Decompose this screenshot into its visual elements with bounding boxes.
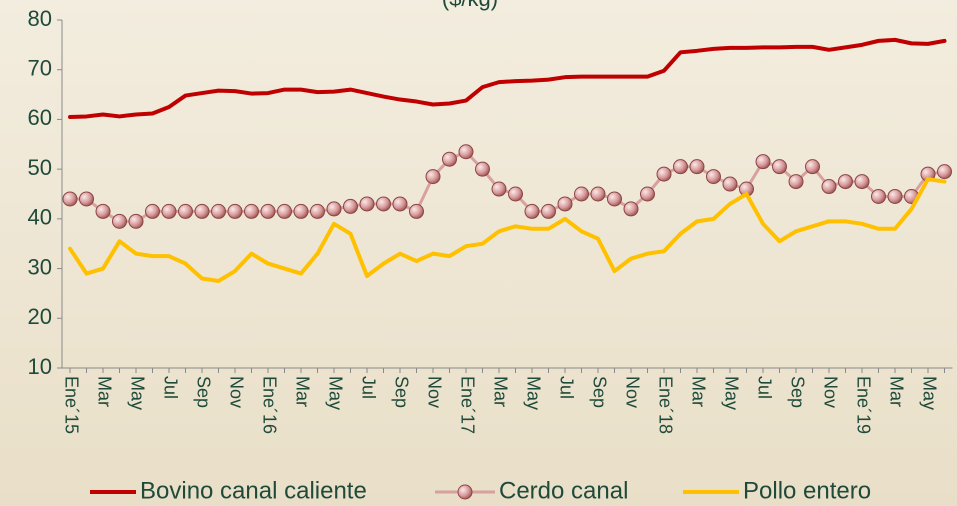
point-marker xyxy=(475,161,490,177)
x-tick-label: Nov xyxy=(424,376,444,408)
point-marker xyxy=(491,181,507,197)
point-marker xyxy=(508,186,523,202)
x-tick-label: Jul xyxy=(358,376,378,399)
x-tick-label: Mar xyxy=(292,376,312,407)
point-marker xyxy=(95,203,111,219)
x-tick-label: Mar xyxy=(490,376,510,407)
point-marker xyxy=(425,169,441,185)
y-tick-label: 80 xyxy=(28,6,52,31)
point-marker xyxy=(178,203,193,219)
point-marker xyxy=(277,203,292,219)
x-tick-label: May xyxy=(919,376,939,410)
x-tick-label: Ene´19 xyxy=(853,376,873,434)
point-marker xyxy=(574,186,589,202)
point-marker xyxy=(359,196,375,212)
x-tick-label: Ene´15 xyxy=(61,376,81,434)
y-tick-label: 20 xyxy=(28,304,52,329)
y-tick-label: 50 xyxy=(28,155,52,180)
point-marker xyxy=(260,203,276,219)
series-line xyxy=(68,177,947,283)
point-marker xyxy=(838,174,853,190)
x-tick-label: Sep xyxy=(193,376,213,408)
x-tick-label: Sep xyxy=(787,376,807,408)
point-marker xyxy=(805,159,820,175)
legend-label: Bovino canal caliente xyxy=(140,477,367,504)
chart-title: ($/kg) xyxy=(442,0,498,11)
x-tick-label: Nov xyxy=(820,376,840,408)
point-marker xyxy=(211,203,226,219)
point-marker xyxy=(244,203,259,219)
x-tick-label: Nov xyxy=(622,376,642,408)
point-marker xyxy=(656,166,672,182)
x-tick-label: Sep xyxy=(391,376,411,408)
point-marker xyxy=(392,196,408,212)
legend-label: Cerdo canal xyxy=(499,477,628,504)
x-tick-label: Sep xyxy=(589,376,609,408)
y-tick-label: 60 xyxy=(28,105,52,130)
point-marker xyxy=(640,186,655,202)
point-marker xyxy=(821,179,837,195)
point-marker xyxy=(788,174,804,190)
point-marker xyxy=(310,203,325,219)
x-tick-label: Jul xyxy=(160,376,180,399)
x-tick-label: Jul xyxy=(754,376,774,399)
point-marker xyxy=(557,196,573,212)
x-tick-label: Nov xyxy=(226,376,246,408)
x-tick-label: Ene´17 xyxy=(457,376,477,434)
x-tick-label: May xyxy=(523,376,543,410)
point-marker xyxy=(689,159,705,175)
series-line xyxy=(68,37,947,119)
y-tick-label: 30 xyxy=(28,254,52,279)
point-marker xyxy=(62,191,78,207)
point-marker xyxy=(194,203,210,219)
point-marker xyxy=(871,188,886,204)
point-marker xyxy=(623,201,639,217)
legend-label: Pollo entero xyxy=(743,477,871,504)
point-marker xyxy=(376,196,391,212)
x-tick-label: Ene´16 xyxy=(259,376,279,434)
point-marker xyxy=(112,213,127,229)
x-tick-label: Ene´18 xyxy=(655,376,675,434)
point-marker xyxy=(293,203,309,219)
point-marker xyxy=(161,203,177,219)
point-marker xyxy=(541,203,556,219)
x-tick-label: Jul xyxy=(556,376,576,399)
x-tick-label: May xyxy=(325,376,345,410)
y-tick-label: 10 xyxy=(28,354,52,379)
point-marker xyxy=(409,203,424,219)
x-tick-label: Mar xyxy=(886,376,906,407)
point-marker xyxy=(854,174,870,190)
legend-marker xyxy=(457,484,473,500)
y-tick-label: 70 xyxy=(28,56,52,81)
point-marker xyxy=(458,144,474,160)
x-tick-label: May xyxy=(721,376,741,410)
point-marker xyxy=(326,201,342,217)
point-marker xyxy=(524,203,540,219)
point-marker xyxy=(227,203,243,219)
point-marker xyxy=(755,154,771,170)
point-marker xyxy=(722,176,738,192)
x-tick-label: May xyxy=(127,376,147,410)
point-marker xyxy=(937,164,952,180)
y-tick-label: 40 xyxy=(28,205,52,230)
x-tick-label: Mar xyxy=(688,376,708,407)
point-marker xyxy=(673,159,688,175)
point-marker xyxy=(607,191,622,207)
point-marker xyxy=(128,213,144,229)
point-marker xyxy=(772,159,787,175)
point-marker xyxy=(590,186,606,202)
point-marker xyxy=(343,198,358,214)
point-marker xyxy=(442,151,457,167)
point-marker xyxy=(887,188,903,204)
point-marker xyxy=(706,169,721,185)
x-tick-label: Mar xyxy=(94,376,114,407)
point-marker xyxy=(145,203,160,219)
point-marker xyxy=(79,191,94,207)
